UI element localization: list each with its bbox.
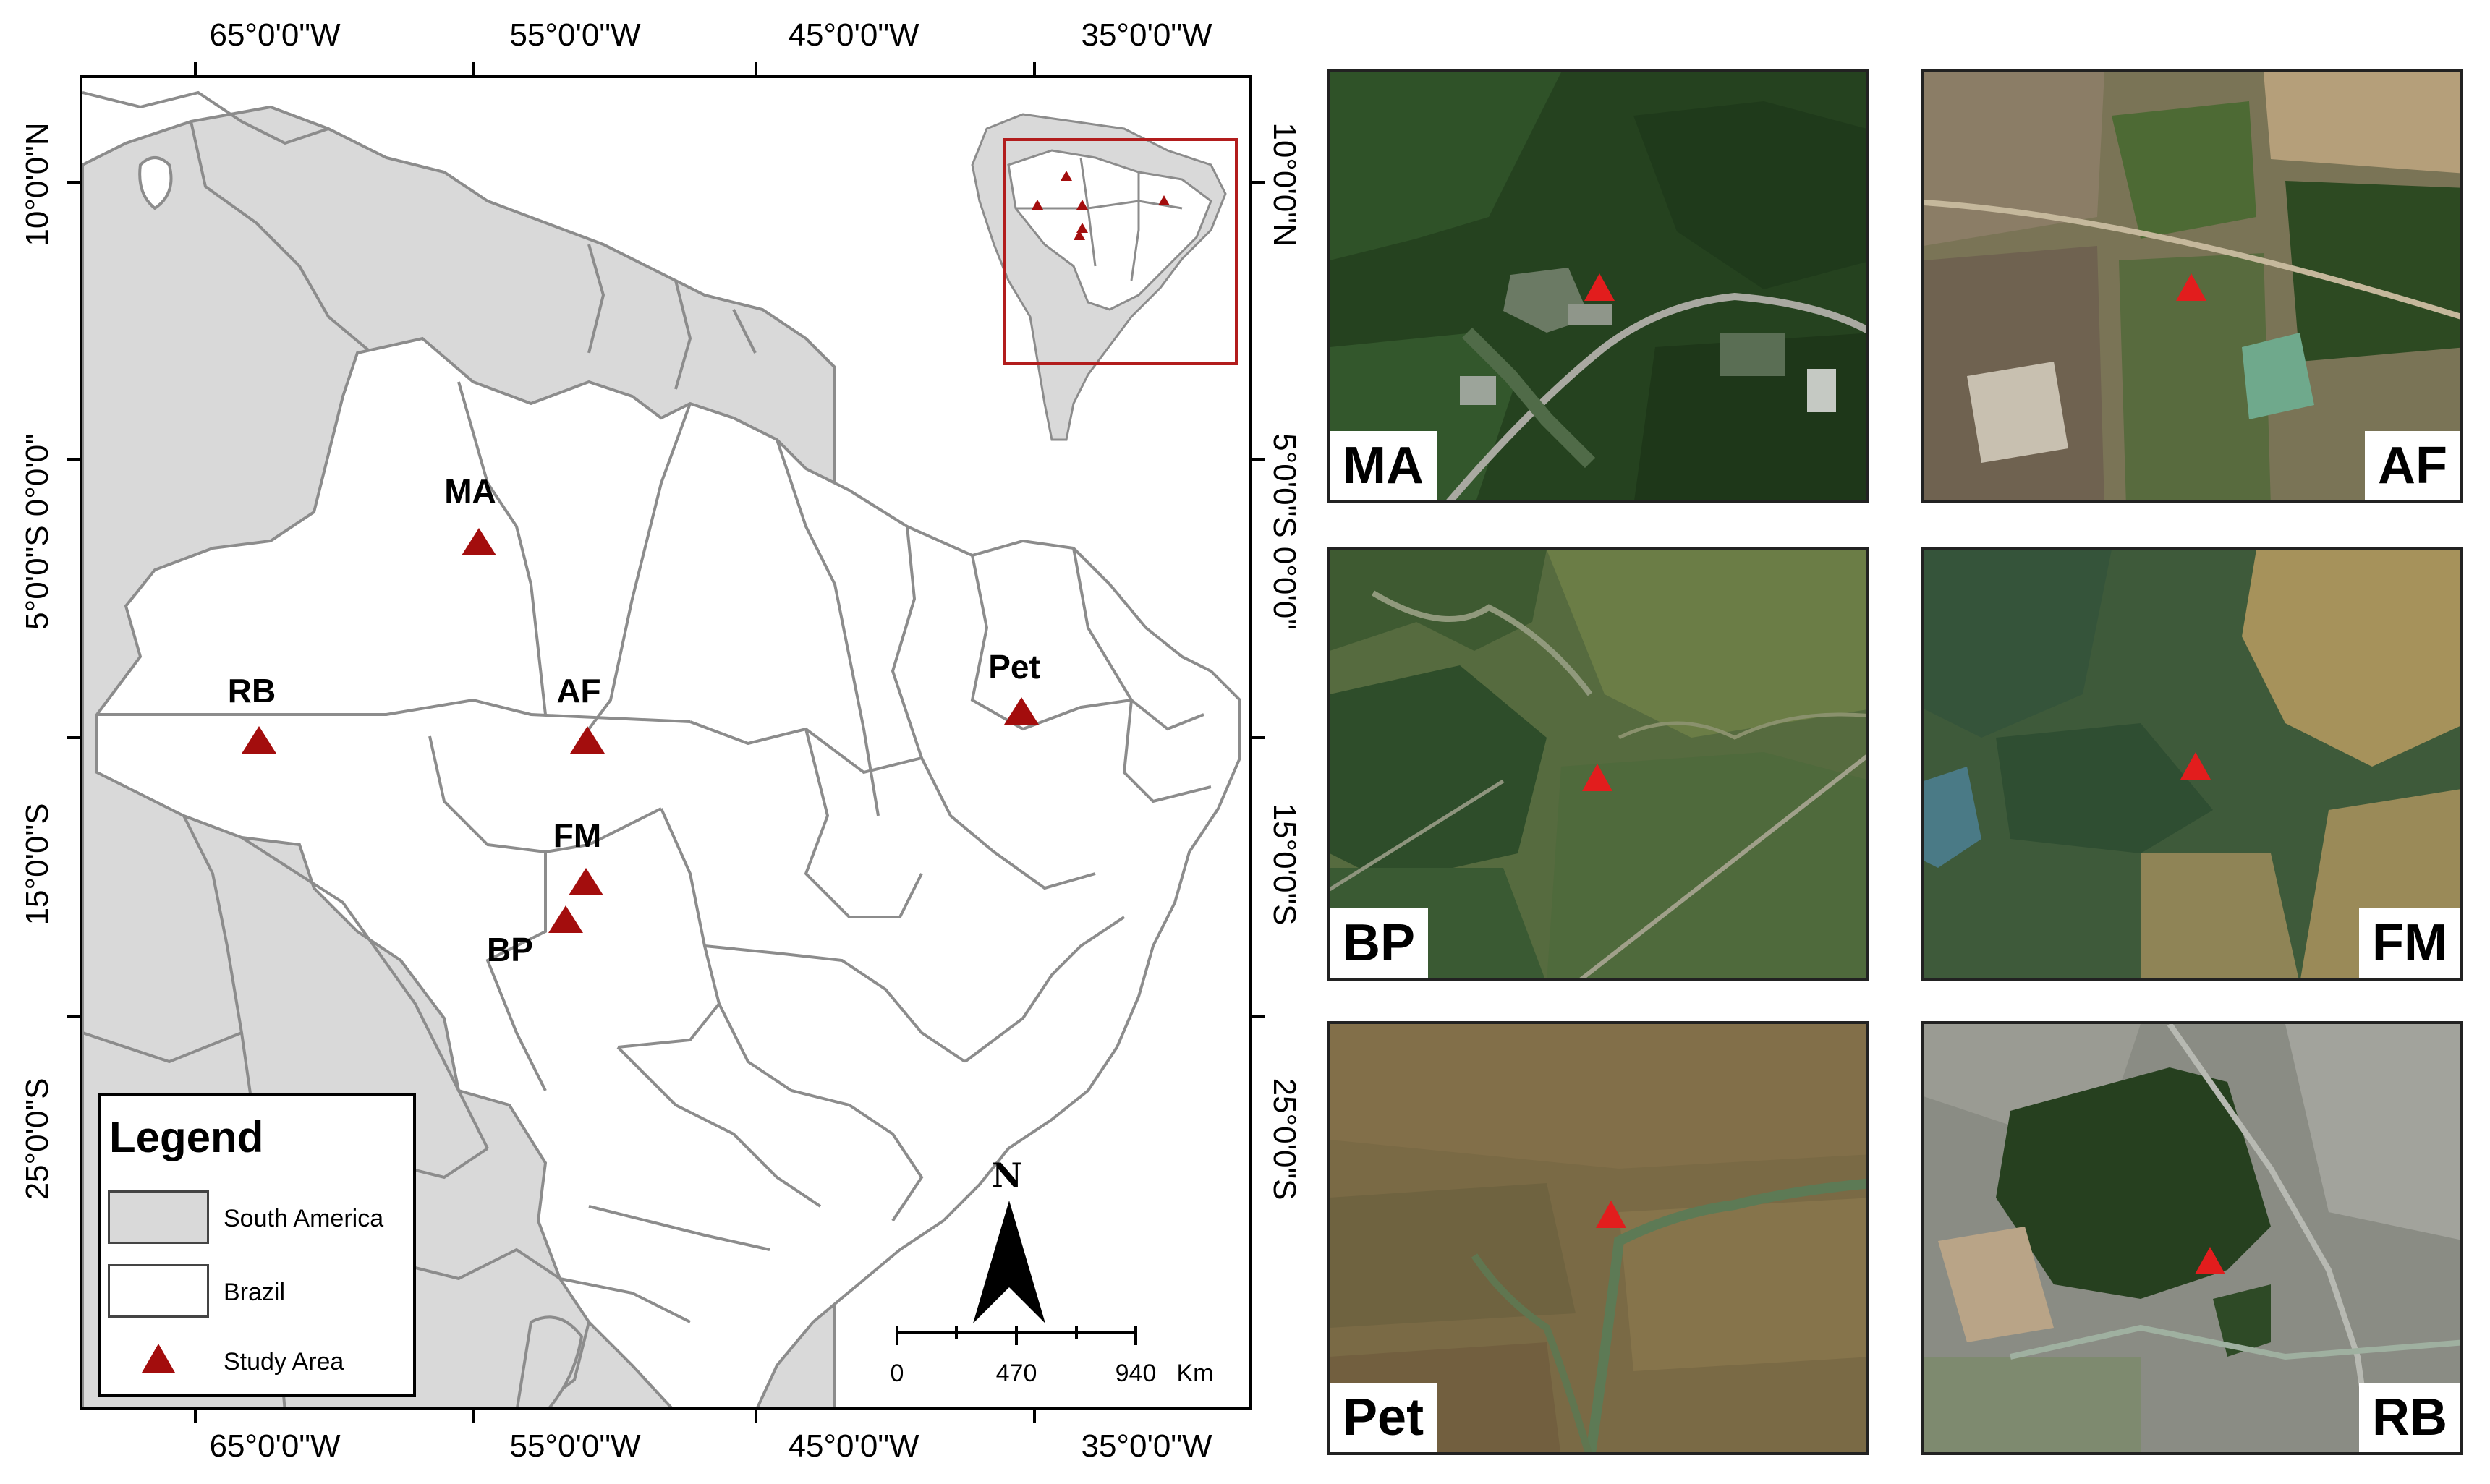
panel-label-bp: BP (1330, 908, 1429, 978)
legend-swatch-south-america (108, 1190, 209, 1244)
inset-brazil (1007, 149, 1212, 311)
lon-tick-top-3: 45°0'0"W (788, 17, 919, 53)
marker-bp (548, 905, 583, 933)
inset-south-america (971, 113, 1238, 441)
inset-extent-box (1003, 138, 1238, 365)
marker-af (570, 726, 605, 754)
scale-label-470: 470 (995, 1360, 1037, 1387)
lon-tick-bottom-3: 45°0'0"W (788, 1428, 919, 1464)
border-guianas (587, 244, 757, 390)
site-label-rb: RB (227, 672, 276, 709)
legend-label-brazil: Brazil (224, 1279, 286, 1306)
panel-label-rb: RB (2359, 1383, 2460, 1452)
caribbean-coast (82, 90, 329, 145)
satellite-panel-fm: FM (1921, 547, 2463, 981)
scale-unit: Km (1176, 1360, 1214, 1387)
satellite-panel-bp: BP (1327, 547, 1869, 981)
marker-fm (569, 868, 603, 895)
brazil-shape (95, 336, 1241, 1407)
legend-label-study-area: Study Area (224, 1348, 344, 1376)
lon-tick-bottom-2: 55°0'0"W (509, 1428, 641, 1464)
legend-triangle-icon (142, 1344, 175, 1373)
site-label-fm: FM (553, 816, 602, 854)
lon-tick-top-2: 55°0'0"W (509, 17, 641, 53)
panel-label-af: AF (2365, 431, 2460, 500)
satellite-panel-rb: RB (1921, 1021, 2463, 1455)
lake (138, 156, 173, 210)
panel-label-fm: FM (2359, 908, 2460, 978)
marker-rb (242, 726, 276, 754)
site-label-pet: Pet (988, 648, 1040, 686)
site-label-ma: MA (444, 472, 496, 510)
lon-tick-bottom-1: 65°0'0"W (209, 1428, 341, 1464)
marker-ma (462, 528, 496, 555)
map-tick-marks (67, 62, 1265, 1423)
satellite-panel-pet: Pet (1327, 1021, 1869, 1455)
panel-label-pet: Pet (1330, 1383, 1437, 1452)
scale-label-940: 940 (1115, 1360, 1157, 1387)
legend-title: Legend (109, 1113, 264, 1161)
north-arrow-icon (973, 1201, 1045, 1323)
map-legend: Legend South America Brazil Study Area (98, 1093, 416, 1397)
marker-pet (1004, 697, 1039, 725)
north-label: N (991, 1156, 1023, 1195)
border-colombia-venezuela (190, 121, 373, 354)
lon-tick-top-1: 65°0'0"W (209, 17, 341, 53)
island-lagoon (516, 1315, 584, 1407)
lon-tick-bottom-4: 35°0'0"W (1081, 1428, 1212, 1464)
study-area-markers (242, 528, 1039, 933)
scale-bar (896, 1326, 1137, 1345)
panel-label-ma: MA (1330, 431, 1437, 500)
scale-label-0: 0 (890, 1360, 904, 1387)
satellite-panel-ma: MA (1327, 69, 1869, 503)
lon-tick-top-4: 35°0'0"W (1081, 17, 1212, 53)
satellite-panel-af: AF (1921, 69, 2463, 503)
legend-swatch-brazil (108, 1264, 209, 1318)
map-geometry (82, 90, 1241, 1407)
site-label-af: AF (556, 672, 601, 709)
legend-label-south-america: South America (224, 1205, 384, 1232)
site-label-bp: BP (487, 931, 533, 968)
